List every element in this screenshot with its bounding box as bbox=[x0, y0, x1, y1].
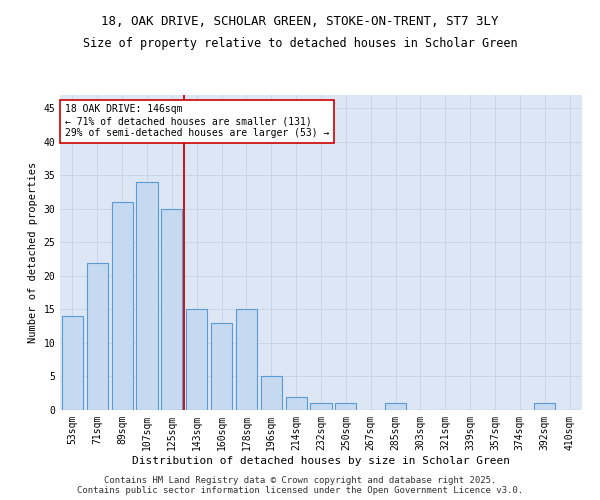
Text: 18, OAK DRIVE, SCHOLAR GREEN, STOKE-ON-TRENT, ST7 3LY: 18, OAK DRIVE, SCHOLAR GREEN, STOKE-ON-T… bbox=[101, 15, 499, 28]
Bar bbox=[136, 182, 158, 410]
Bar bbox=[186, 310, 207, 410]
Bar bbox=[112, 202, 133, 410]
Bar bbox=[310, 404, 332, 410]
X-axis label: Distribution of detached houses by size in Scholar Green: Distribution of detached houses by size … bbox=[132, 456, 510, 466]
Text: Contains HM Land Registry data © Crown copyright and database right 2025.
Contai: Contains HM Land Registry data © Crown c… bbox=[77, 476, 523, 495]
Bar bbox=[161, 209, 182, 410]
Bar bbox=[335, 404, 356, 410]
Bar bbox=[385, 404, 406, 410]
Bar bbox=[236, 310, 257, 410]
Bar bbox=[286, 396, 307, 410]
Bar bbox=[62, 316, 83, 410]
Bar bbox=[534, 404, 555, 410]
Text: Size of property relative to detached houses in Scholar Green: Size of property relative to detached ho… bbox=[83, 38, 517, 51]
Bar bbox=[211, 323, 232, 410]
Bar bbox=[87, 262, 108, 410]
Bar bbox=[261, 376, 282, 410]
Text: 18 OAK DRIVE: 146sqm
← 71% of detached houses are smaller (131)
29% of semi-deta: 18 OAK DRIVE: 146sqm ← 71% of detached h… bbox=[65, 104, 329, 138]
Y-axis label: Number of detached properties: Number of detached properties bbox=[28, 162, 38, 343]
